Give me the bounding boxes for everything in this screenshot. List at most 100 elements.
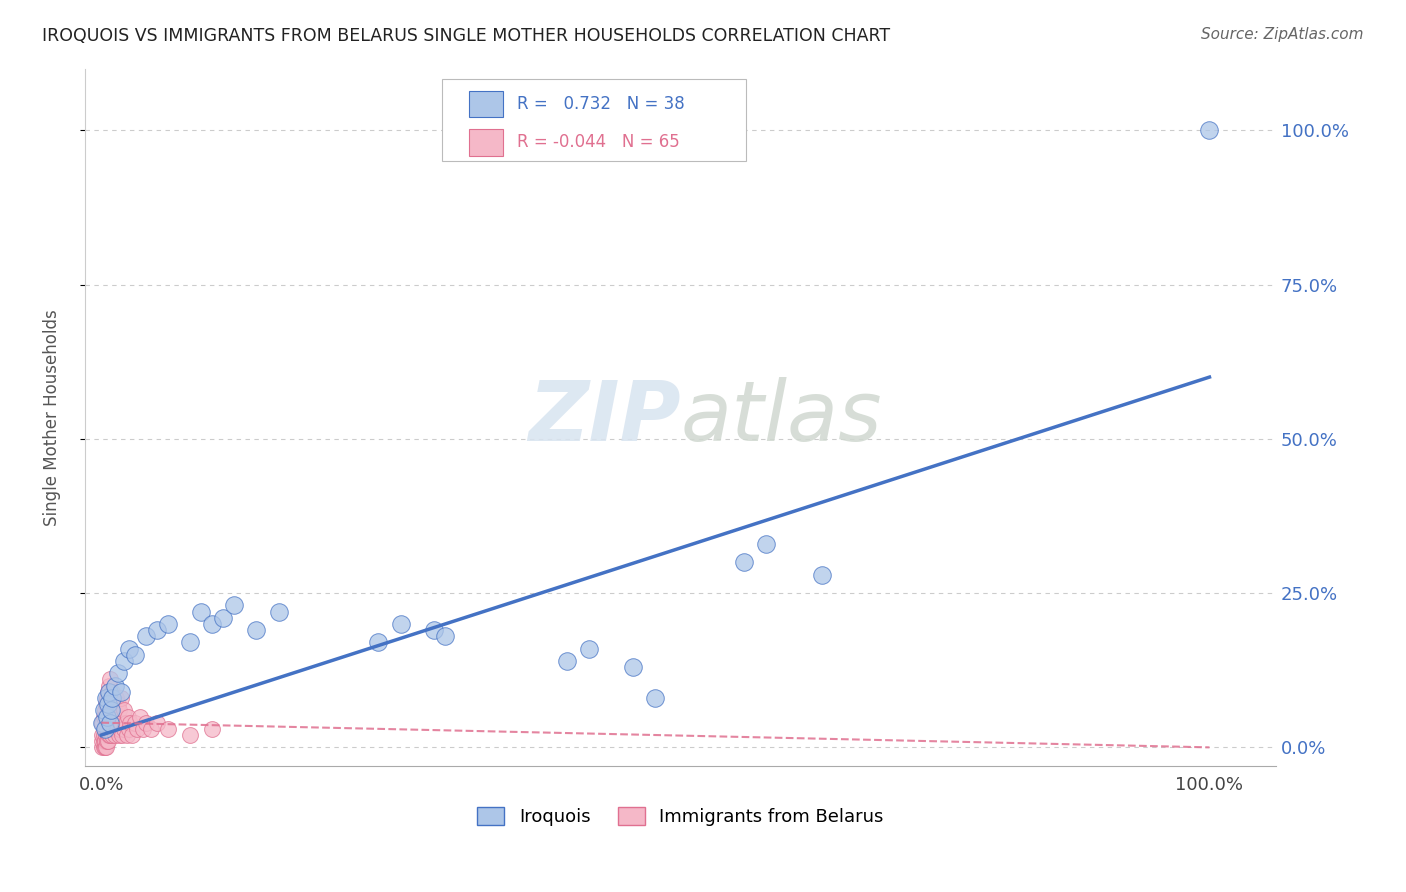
Point xyxy=(110,691,132,706)
Point xyxy=(124,715,146,730)
Text: R =   0.732   N = 38: R = 0.732 N = 38 xyxy=(517,95,685,113)
Point xyxy=(118,722,141,736)
Point xyxy=(94,697,117,711)
Point xyxy=(98,715,121,730)
Point xyxy=(100,697,122,711)
Point xyxy=(101,691,124,706)
Text: R = -0.044   N = 65: R = -0.044 N = 65 xyxy=(517,134,681,152)
Point xyxy=(93,703,115,717)
Point xyxy=(267,605,290,619)
Point xyxy=(433,629,456,643)
Point xyxy=(644,691,666,706)
Point xyxy=(107,666,129,681)
Point xyxy=(132,722,155,736)
Point xyxy=(93,734,115,748)
Point xyxy=(101,728,124,742)
Point xyxy=(115,728,138,742)
Point xyxy=(111,728,134,742)
Point xyxy=(93,740,115,755)
Point xyxy=(104,691,127,706)
Point xyxy=(112,654,135,668)
Point xyxy=(114,715,136,730)
Point xyxy=(145,623,167,637)
Point xyxy=(733,555,755,569)
Point xyxy=(120,715,142,730)
Point xyxy=(104,722,127,736)
Point xyxy=(125,722,148,736)
Point xyxy=(179,728,201,742)
Point xyxy=(91,715,114,730)
Point xyxy=(129,709,152,723)
Point xyxy=(94,740,117,755)
Point xyxy=(93,722,115,736)
Point xyxy=(135,629,157,643)
Point xyxy=(97,734,120,748)
Point xyxy=(108,728,131,742)
Point xyxy=(110,685,132,699)
Point xyxy=(93,740,115,755)
Point xyxy=(97,697,120,711)
Text: atlas: atlas xyxy=(681,376,882,458)
Point xyxy=(578,641,600,656)
Point xyxy=(224,599,246,613)
Point xyxy=(212,611,235,625)
Text: Source: ZipAtlas.com: Source: ZipAtlas.com xyxy=(1201,27,1364,42)
Point xyxy=(118,641,141,656)
Point xyxy=(94,691,117,706)
Point xyxy=(367,635,389,649)
Point xyxy=(91,728,114,742)
Point xyxy=(245,623,267,637)
Point xyxy=(117,709,139,723)
Point xyxy=(98,703,121,717)
Point xyxy=(112,722,135,736)
Point xyxy=(156,722,179,736)
Point xyxy=(389,616,412,631)
Point xyxy=(105,715,128,730)
Point xyxy=(107,722,129,736)
Point xyxy=(179,635,201,649)
Point xyxy=(190,605,212,619)
Point xyxy=(108,722,131,736)
Point xyxy=(104,679,127,693)
Point xyxy=(94,728,117,742)
Point xyxy=(97,685,120,699)
Point xyxy=(93,709,115,723)
Point xyxy=(423,623,446,637)
Point xyxy=(96,691,118,706)
Point xyxy=(145,715,167,730)
Y-axis label: Single Mother Households: Single Mother Households xyxy=(44,309,60,525)
Point xyxy=(98,673,121,687)
Point xyxy=(100,703,122,717)
Point xyxy=(124,648,146,662)
Point xyxy=(101,709,124,723)
Point xyxy=(98,728,121,742)
Legend: Iroquois, Immigrants from Belarus: Iroquois, Immigrants from Belarus xyxy=(470,800,890,833)
Point xyxy=(104,728,127,742)
Point xyxy=(112,703,135,717)
Point xyxy=(96,709,118,723)
Point xyxy=(98,728,121,742)
Point xyxy=(104,697,127,711)
Point xyxy=(103,703,125,717)
Point xyxy=(97,715,120,730)
Point xyxy=(96,722,118,736)
Point xyxy=(810,567,832,582)
Point xyxy=(98,709,121,723)
Point xyxy=(110,715,132,730)
Point xyxy=(621,660,644,674)
Point xyxy=(1198,123,1220,137)
Text: ZIP: ZIP xyxy=(527,376,681,458)
Point xyxy=(91,715,114,730)
Point xyxy=(135,715,157,730)
Point xyxy=(101,685,124,699)
Point xyxy=(156,616,179,631)
Point xyxy=(100,722,122,736)
Point xyxy=(107,697,129,711)
Bar xyxy=(470,91,503,118)
Point xyxy=(98,685,121,699)
Point xyxy=(121,728,143,742)
Point xyxy=(96,734,118,748)
Text: IROQUOIS VS IMMIGRANTS FROM BELARUS SINGLE MOTHER HOUSEHOLDS CORRELATION CHART: IROQUOIS VS IMMIGRANTS FROM BELARUS SING… xyxy=(42,27,890,45)
Point xyxy=(91,734,114,748)
Point xyxy=(93,728,115,742)
